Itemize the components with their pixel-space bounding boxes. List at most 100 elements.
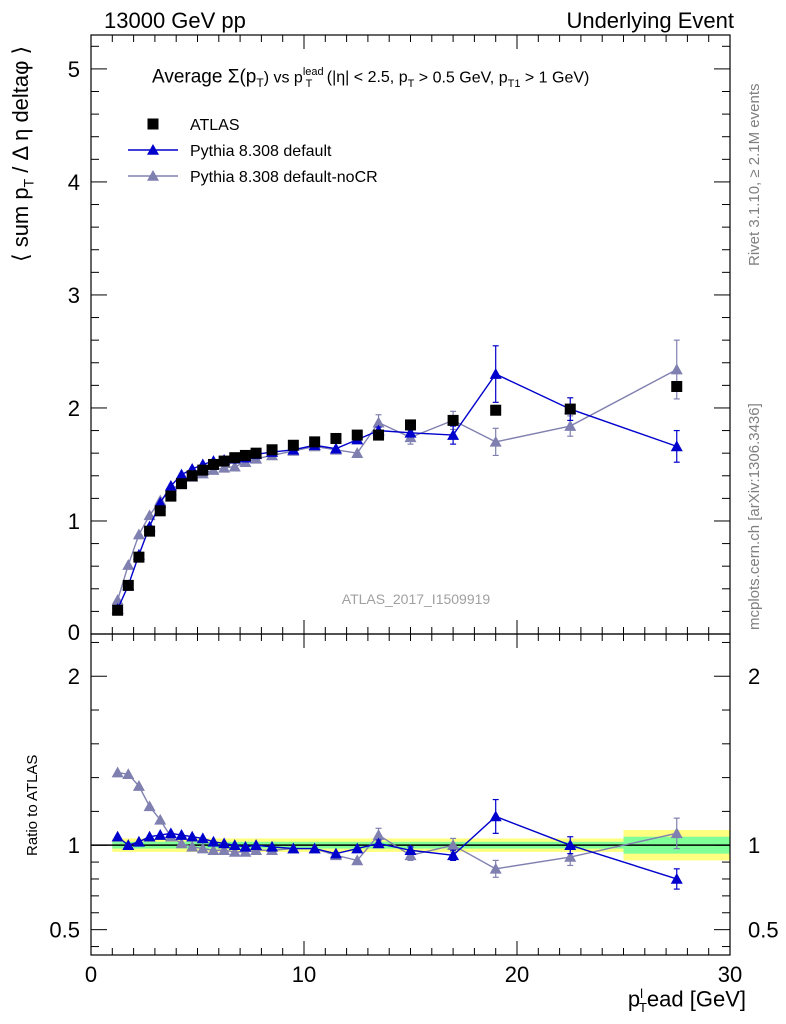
point-pythia-8-308-default-17 <box>329 442 342 454</box>
point-ratio-pythia-8-308-default-21 <box>447 849 460 861</box>
point-ratio-pythia-8-308-default-0 <box>111 830 124 842</box>
point-ratio-pythia-8-308-default-nocr-8 <box>196 842 209 854</box>
legend-marker-pythia-8-308-default-nocr <box>147 170 159 181</box>
point-atlas-7 <box>186 470 198 482</box>
analysis-watermark: ATLAS_2017_I1509919 <box>342 591 491 607</box>
point-ratio-pythia-8-308-default-nocr-9 <box>207 844 220 856</box>
point-ratio-pythia-8-308-default-2 <box>132 835 145 847</box>
legend-label-pythia-8-308-default: Pythia 8.308 default <box>190 143 332 160</box>
point-pythia-8-308-default-nocr-19 <box>372 416 385 428</box>
main-y-tick-label-5: 5 <box>68 57 80 82</box>
point-pythia-8-308-default-nocr-2 <box>132 528 145 540</box>
x-tick-label-30: 30 <box>718 962 742 987</box>
x-tick-label-10: 10 <box>292 962 316 987</box>
point-atlas-22 <box>490 404 502 416</box>
point-ratio-pythia-8-308-default-nocr-7 <box>186 840 199 852</box>
point-atlas-24 <box>671 380 683 392</box>
point-pythia-8-308-default-5 <box>164 479 177 491</box>
point-ratio-pythia-8-308-default-13 <box>250 839 263 850</box>
legend-label-pythia-8-308-default-nocr: Pythia 8.308 default-noCR <box>190 169 378 186</box>
point-atlas-17 <box>330 432 342 444</box>
point-atlas-20 <box>405 419 416 431</box>
point-atlas-6 <box>176 478 188 490</box>
series-line-ratio-pythia-8-308-default-nocr <box>117 771 677 870</box>
point-ratio-pythia-8-308-default-nocr-18 <box>351 854 364 866</box>
main-y-tick-label-1: 1 <box>68 509 80 534</box>
point-ratio-pythia-8-308-default-nocr-21 <box>447 839 460 850</box>
point-ratio-pythia-8-308-default-9 <box>207 835 220 847</box>
point-atlas-23 <box>564 403 576 415</box>
header-left: 13000 GeV pp <box>104 8 246 33</box>
x-tick-label-0: 0 <box>85 962 97 987</box>
point-pythia-8-308-default-nocr-23 <box>564 420 577 431</box>
legend-marker-atlas <box>147 118 159 130</box>
point-pythia-8-308-default-nocr-3 <box>143 509 156 521</box>
point-ratio-pythia-8-308-default-1 <box>122 839 135 850</box>
point-pythia-8-308-default-nocr-10 <box>218 461 231 473</box>
ratio-y-tick-label-left-1: 1 <box>68 833 80 858</box>
point-ratio-pythia-8-308-default-nocr-1 <box>122 768 135 780</box>
point-atlas-5 <box>165 490 177 502</box>
x-tick-label-20: 20 <box>505 962 529 987</box>
point-ratio-pythia-8-308-default-nocr-2 <box>132 780 145 791</box>
point-atlas-13 <box>250 447 262 459</box>
main-y-tick-label-3: 3 <box>68 283 80 308</box>
ratio-y-tick-label-left-0.5: 0.5 <box>49 918 80 943</box>
point-ratio-pythia-8-308-default-20 <box>404 844 417 856</box>
point-ratio-pythia-8-308-default-18 <box>351 842 364 854</box>
point-ratio-pythia-8-308-default-11 <box>228 839 241 850</box>
point-ratio-pythia-8-308-default-12 <box>239 840 252 852</box>
point-atlas-8 <box>197 464 209 476</box>
ratio-plot-frame <box>90 633 731 956</box>
point-atlas-9 <box>207 458 219 470</box>
point-pythia-8-308-default-6 <box>175 468 188 480</box>
main-y-tick-label-0: 0 <box>68 620 80 645</box>
main-plot-frame <box>90 34 731 635</box>
header-right: Underlying Event <box>566 8 734 33</box>
point-atlas-3 <box>144 525 156 537</box>
point-pythia-8-308-default-24 <box>670 440 683 452</box>
point-atlas-1 <box>122 579 134 591</box>
point-pythia-8-308-default-22 <box>489 368 502 379</box>
point-ratio-pythia-8-308-default-4 <box>154 829 167 840</box>
ratio-y-tick-label-right-1: 1 <box>748 833 760 858</box>
point-ratio-pythia-8-308-default-15 <box>287 842 300 854</box>
point-ratio-pythia-8-308-default-3 <box>143 830 156 842</box>
point-ratio-pythia-8-308-default-nocr-19 <box>372 829 385 840</box>
point-pythia-8-308-default-nocr-22 <box>489 435 502 447</box>
point-pythia-8-308-default-4 <box>154 496 167 508</box>
point-atlas-18 <box>351 429 363 441</box>
point-ratio-pythia-8-308-default-nocr-4 <box>154 813 167 825</box>
point-pythia-8-308-default-nocr-1 <box>122 559 135 570</box>
point-ratio-pythia-8-308-default-22 <box>489 810 502 822</box>
point-ratio-pythia-8-308-default-nocr-22 <box>489 862 502 874</box>
point-atlas-0 <box>112 604 124 616</box>
series-line-pythia-8-308-default <box>116 373 677 610</box>
point-ratio-pythia-8-308-default-nocr-0 <box>111 766 124 778</box>
point-ratio-pythia-8-308-default-17 <box>329 847 342 859</box>
point-ratio-pythia-8-308-default-nocr-11 <box>228 845 241 857</box>
point-atlas-2 <box>133 551 145 563</box>
point-ratio-pythia-8-308-default-nocr-3 <box>143 800 156 812</box>
point-atlas-14 <box>266 444 278 456</box>
point-ratio-pythia-8-308-default-19 <box>372 837 385 849</box>
legend-marker-pythia-8-308-default <box>147 144 159 155</box>
point-ratio-pythia-8-308-default-8 <box>196 832 209 844</box>
point-ratio-pythia-8-308-default-24 <box>670 872 683 884</box>
point-ratio-pythia-8-308-default-nocr-6 <box>175 837 188 849</box>
point-atlas-16 <box>309 436 321 448</box>
point-ratio-pythia-8-308-default-14 <box>266 840 279 852</box>
point-atlas-11 <box>229 452 241 464</box>
point-atlas-15 <box>287 439 299 451</box>
point-atlas-12 <box>239 449 251 461</box>
point-ratio-pythia-8-308-default-nocr-10 <box>218 844 231 856</box>
main-y-tick-label-2: 2 <box>68 396 80 421</box>
x-axis-label: plTead [GeV] <box>627 986 746 1015</box>
chart-title: Average Σ(pT) vs pleadT (|η| < 2.5, pT >… <box>152 66 590 91</box>
point-ratio-pythia-8-308-default-7 <box>186 830 199 842</box>
point-pythia-8-308-default-nocr-11 <box>228 460 241 472</box>
point-pythia-8-308-default-21 <box>447 429 460 440</box>
point-ratio-pythia-8-308-default-23 <box>564 839 577 850</box>
legend-label-atlas: ATLAS <box>190 117 240 134</box>
